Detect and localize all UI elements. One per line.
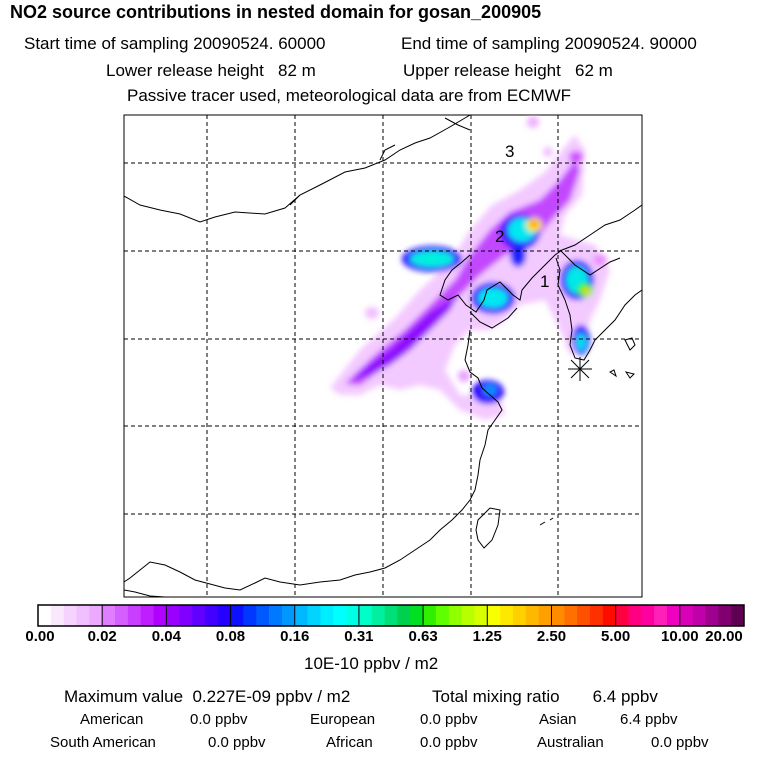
colorbar xyxy=(37,604,745,627)
end-time-label: End time of sampling 20090524. 90000 xyxy=(401,34,697,53)
colorbar-swatch xyxy=(500,605,514,626)
colorbar-unit-label: 10E-10 ppbv / m2 xyxy=(304,654,439,673)
colorbar-swatch xyxy=(217,605,231,626)
colorbar-swatch xyxy=(38,605,52,626)
colorbar-swatch xyxy=(166,605,180,626)
colorbar-swatch xyxy=(679,605,693,626)
upper-release-height-label: Upper release height 62 m xyxy=(403,61,613,80)
colorbar-swatch xyxy=(474,605,488,626)
colorbar-swatch xyxy=(89,605,103,626)
colorbar-swatch xyxy=(204,605,219,626)
colorbar-tick-label: 5.00 xyxy=(601,628,631,645)
colorbar-swatch xyxy=(371,605,385,626)
colorbar-border xyxy=(37,604,745,627)
colorbar-tick-label: 0.02 xyxy=(87,628,117,645)
colorbar-swatch xyxy=(358,605,373,626)
colorbar-swatch xyxy=(140,605,154,626)
australian-label: Australian xyxy=(537,734,604,751)
concentration-field xyxy=(330,116,610,420)
colorbar-swatch xyxy=(628,605,642,626)
receptor-marker xyxy=(568,357,592,381)
colorbar-swatch xyxy=(731,605,745,626)
colorbar-swatch xyxy=(538,605,552,626)
south-american-value: 0.0 ppbv xyxy=(208,734,266,751)
source-marker-2: 2 xyxy=(495,227,504,246)
colorbar-swatch xyxy=(320,605,334,626)
colorbar-swatch xyxy=(654,605,668,626)
colorbar-tick-label: 2.50 xyxy=(536,628,567,645)
colorbar-swatch xyxy=(346,605,360,626)
max-value-label: Maximum value 0.227E-09 ppbv / m2 xyxy=(64,687,351,706)
american-value: 0.0 ppbv xyxy=(190,711,248,728)
colorbar-swatch xyxy=(192,605,206,626)
colorbar-swatch xyxy=(307,605,321,626)
colorbar-swatch xyxy=(243,605,257,626)
colorbar-swatch xyxy=(256,605,270,626)
colorbar-swatch xyxy=(115,605,129,626)
colorbar-swatch xyxy=(50,605,64,626)
european-value: 0.0 ppbv xyxy=(420,711,478,728)
colorbar-swatch xyxy=(269,605,283,626)
coastlines xyxy=(124,115,642,597)
colorbar-swatch xyxy=(615,605,629,626)
colorbar-swatch xyxy=(230,605,244,626)
colorbar-tick-label: 0.08 xyxy=(215,628,246,645)
asian-label: Asian xyxy=(539,711,577,728)
colorbar-swatch xyxy=(589,605,604,626)
european-label: European xyxy=(310,711,376,728)
colorbar-swatch xyxy=(384,605,398,626)
american-label: American xyxy=(80,711,144,728)
colorbar-tick-label: 0.63 xyxy=(408,628,438,645)
tracer-note: Passive tracer used, meteorological data… xyxy=(127,86,572,105)
colorbar-swatch xyxy=(423,605,437,626)
total-mixing-label: Total mixing ratio 6.4 ppbv xyxy=(432,687,658,706)
colorbar-swatch xyxy=(705,605,719,626)
lower-release-height-label: Lower release height 82 m xyxy=(106,61,316,80)
colorbar-swatch xyxy=(410,605,424,626)
australian-value: 0.0 ppbv xyxy=(651,734,709,751)
colorbar-swatch xyxy=(333,605,347,626)
colorbar-swatch xyxy=(564,605,578,626)
source-marker-1: 1 xyxy=(540,272,549,291)
colorbar-tick-label: 0.00 xyxy=(25,628,55,645)
page-title: NO2 source contributions in nested domai… xyxy=(10,2,542,22)
colorbar-tick-label: 0.31 xyxy=(344,628,374,645)
colorbar-swatch xyxy=(281,605,296,626)
start-time-label: Start time of sampling 20090524. 60000 xyxy=(24,34,326,53)
colorbar-swatch xyxy=(102,605,116,626)
colorbar-tick-label: 20.00 xyxy=(705,628,743,645)
colorbar-swatch xyxy=(602,605,616,626)
colorbar-swatch xyxy=(461,605,475,626)
colorbar-swatch xyxy=(76,605,90,626)
colorbar-tick-label: 1.25 xyxy=(472,628,502,645)
colorbar-swatch xyxy=(435,605,450,626)
colorbar-swatch xyxy=(692,605,706,626)
colorbar-swatch xyxy=(551,605,565,626)
south-american-label: South American xyxy=(50,734,156,751)
colorbar-swatch xyxy=(448,605,462,626)
colorbar-swatch xyxy=(666,605,681,626)
graticule xyxy=(124,115,642,597)
colorbar-swatch xyxy=(127,605,141,626)
colorbar-swatch xyxy=(153,605,167,626)
colorbar-tick-label: 10.00 xyxy=(661,628,699,645)
colorbar-swatch xyxy=(577,605,591,626)
colorbar-tick-label: 0.16 xyxy=(280,628,310,645)
colorbar-swatch xyxy=(487,605,501,626)
asian-value: 6.4 ppbv xyxy=(620,711,678,728)
colorbar-swatch xyxy=(641,605,655,626)
african-label: African xyxy=(326,734,373,751)
colorbar-swatch xyxy=(63,605,77,626)
colorbar-swatch xyxy=(718,605,732,626)
colorbar-swatch xyxy=(512,605,527,626)
colorbar-tick-label: 0.04 xyxy=(151,628,181,645)
colorbar-swatch xyxy=(294,605,308,626)
african-value: 0.0 ppbv xyxy=(420,734,478,751)
source-marker-3: 3 xyxy=(505,142,514,161)
colorbar-swatch xyxy=(525,605,539,626)
colorbar-swatch xyxy=(397,605,411,626)
colorbar-swatch xyxy=(179,605,193,626)
